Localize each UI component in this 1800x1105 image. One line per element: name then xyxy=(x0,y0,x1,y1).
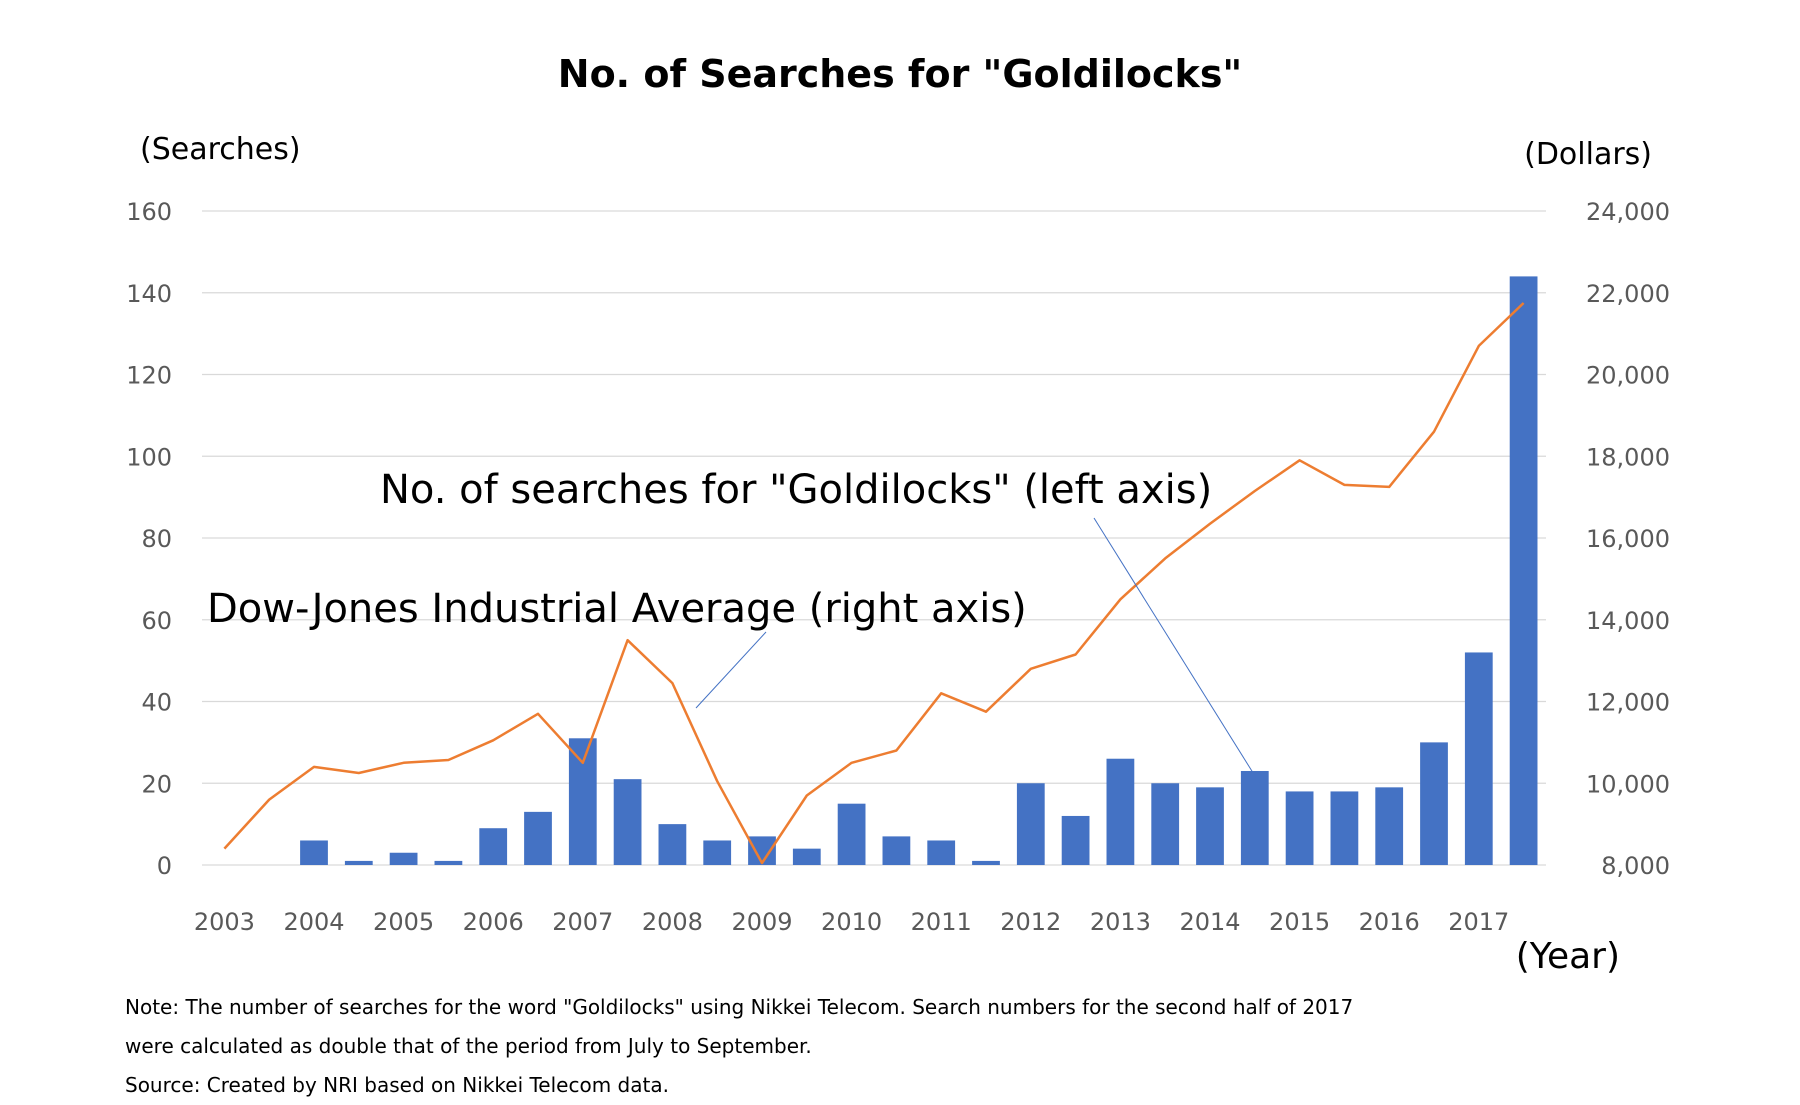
year-label: 2007 xyxy=(552,908,613,936)
bar-2014H1 xyxy=(1196,787,1224,865)
x-axis-ticks: 2003 2004 2005 2006 2007 2008 2009 2010 2011 2012… xyxy=(194,908,1509,936)
bar-2015H2 xyxy=(1330,791,1359,865)
left-tick-label: 120 xyxy=(126,362,172,390)
year-label: 2014 xyxy=(1179,908,1240,936)
year-label: 2006 xyxy=(463,908,524,936)
bar-2012H1 xyxy=(1016,783,1045,865)
bar-2011H1 xyxy=(927,840,956,865)
left-tick-label: 140 xyxy=(126,280,172,308)
left-axis-unit: (Searches) xyxy=(140,132,301,167)
left-tick-label: 60 xyxy=(141,607,172,635)
bar-2012H2 xyxy=(1061,815,1090,865)
bar-2010H1 xyxy=(837,803,866,865)
searches-bars xyxy=(300,276,1538,865)
bar-2007H1 xyxy=(568,738,597,865)
bar-2010H2 xyxy=(882,836,911,865)
bar-2008H1 xyxy=(658,824,687,865)
year-label: 2009 xyxy=(731,908,792,936)
bar-2011H2 xyxy=(972,860,1000,865)
year-label: 2017 xyxy=(1448,908,1509,936)
bar-2013H2 xyxy=(1151,783,1180,865)
right-tick-label: 24,000 xyxy=(1586,198,1670,226)
djia-polyline xyxy=(223,302,1525,865)
left-tick-label: 20 xyxy=(141,770,172,798)
bar-2016H1 xyxy=(1375,787,1404,865)
right-axis-unit: (Dollars) xyxy=(1524,137,1652,172)
right-tick-label: 16,000 xyxy=(1586,525,1670,553)
djia-line xyxy=(223,302,1525,865)
searches-callout-leader xyxy=(1093,517,1261,785)
bar-2005H1 xyxy=(389,852,418,865)
bar-2014H2 xyxy=(1240,770,1269,865)
source-line: Source: Created by NRI based on Nikkei T… xyxy=(125,1073,669,1097)
footnotes: Note: The number of searches for the wor… xyxy=(125,988,1353,1105)
bar-2006H2 xyxy=(524,811,552,865)
note-line-2: were calculated as double that of the pe… xyxy=(125,1034,812,1058)
left-tick-label: 80 xyxy=(141,525,172,553)
year-label: 2003 xyxy=(194,908,255,936)
bar-2004H1 xyxy=(300,840,328,865)
left-tick-label: 40 xyxy=(141,689,172,717)
note-line-1: Note: The number of searches for the wor… xyxy=(125,995,1354,1019)
bar-2008H2 xyxy=(703,840,732,865)
year-label: 2015 xyxy=(1269,908,1330,936)
right-tick-label: 10,000 xyxy=(1586,770,1670,798)
bar-2007H2 xyxy=(613,779,642,865)
year-label: 2010 xyxy=(821,908,882,936)
bar-2013H1 xyxy=(1106,758,1135,865)
chart-title: No. of Searches for "Goldilocks" xyxy=(557,52,1243,96)
right-tick-label: 12,000 xyxy=(1586,689,1670,717)
year-label: 2011 xyxy=(911,908,972,936)
year-label: 2008 xyxy=(642,908,703,936)
bar-2015H1 xyxy=(1285,791,1314,865)
right-tick-label: 18,000 xyxy=(1586,443,1670,471)
djia-callout-label: Dow-Jones Industrial Average (right axis… xyxy=(207,586,1027,632)
bar-2016H2 xyxy=(1420,742,1448,865)
bar-2009H2 xyxy=(792,848,821,865)
bar-2017H1 xyxy=(1464,652,1493,865)
year-label: 2005 xyxy=(373,908,434,936)
right-tick-label: 14,000 xyxy=(1586,607,1670,635)
callouts: No. of searches for "Goldilocks" (left a… xyxy=(207,467,1261,785)
bar-2017H2 xyxy=(1509,276,1538,865)
bar-2006H1 xyxy=(479,828,508,865)
year-label: 2013 xyxy=(1090,908,1151,936)
year-label: 2016 xyxy=(1359,908,1420,936)
bar-2004H2 xyxy=(344,860,373,865)
gridlines xyxy=(202,210,1546,866)
searches-callout-label: No. of searches for "Goldilocks" (left a… xyxy=(380,467,1212,513)
left-tick-label: 160 xyxy=(126,198,172,226)
x-axis-unit: (Year) xyxy=(1515,936,1620,977)
right-tick-label: 20,000 xyxy=(1586,362,1670,390)
right-tick-label: 8,000 xyxy=(1601,852,1670,880)
right-tick-label: 22,000 xyxy=(1586,280,1670,308)
left-tick-label: 0 xyxy=(157,852,172,880)
year-label: 2012 xyxy=(1000,908,1061,936)
left-tick-label: 100 xyxy=(126,443,172,471)
left-axis-ticks: 0 20 40 60 80 100 120 140 160 xyxy=(126,198,172,880)
year-label: 2004 xyxy=(283,908,344,936)
djia-callout-leader xyxy=(695,631,767,709)
right-axis-ticks: 8,000 10,000 12,000 14,000 16,000 18,000 20,00… xyxy=(1586,198,1670,880)
bar-2005H2 xyxy=(434,860,463,865)
